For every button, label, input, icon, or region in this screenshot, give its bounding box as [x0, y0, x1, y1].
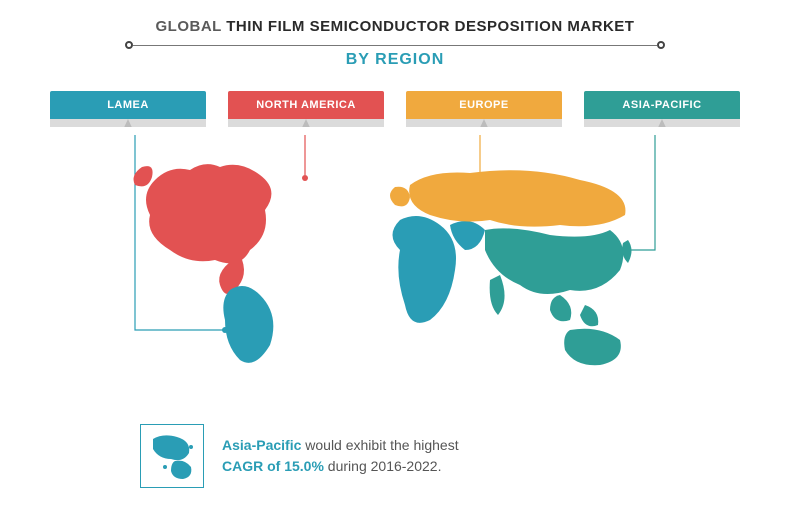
world-map: [130, 155, 660, 375]
title-divider: [125, 41, 665, 49]
subtitle: BY REGION: [0, 51, 790, 69]
tab-label: ASIA-PACIFIC: [622, 99, 701, 111]
map-region-north-america: [134, 164, 272, 294]
divider-dot-left: [125, 41, 133, 49]
callout-cagr: CAGR of 15.0%: [222, 458, 324, 474]
divider-line: [133, 45, 657, 46]
callout-mid1: would exhibit the highest: [301, 437, 458, 453]
page-title: GLOBAL THIN FILM SEMICONDUCTOR DESPOSITI…: [0, 0, 790, 35]
map-region-lamea: [223, 216, 485, 363]
tab-asia-pacific: ASIA-PACIFIC: [584, 91, 740, 119]
callout-text: Asia-Pacific would exhibit the highest C…: [222, 435, 459, 477]
tab-label: LAMEA: [107, 99, 149, 111]
tab-north-america: NORTH AMERICA: [228, 91, 384, 119]
highlight-callout: Asia-Pacific would exhibit the highest C…: [140, 424, 670, 488]
divider-dot-right: [657, 41, 665, 49]
tab-label: NORTH AMERICA: [256, 99, 356, 111]
title-prefix: GLOBAL: [156, 18, 227, 35]
tab-europe: EUROPE: [406, 91, 562, 119]
tab-lamea: LAMEA: [50, 91, 206, 119]
callout-mid2: during 2016-2022.: [324, 458, 442, 474]
title-main: THIN FILM SEMICONDUCTOR DESPOSITION MARK…: [226, 18, 634, 35]
callout-thumbnail: [140, 424, 204, 488]
callout-region: Asia-Pacific: [222, 437, 301, 453]
asia-pacific-icon: [145, 429, 199, 483]
tab-label: EUROPE: [459, 99, 508, 111]
map-region-asia-pacific: [485, 228, 632, 365]
region-tabs: LAMEA NORTH AMERICA EUROPE ASIA-PACIFIC: [50, 91, 740, 119]
